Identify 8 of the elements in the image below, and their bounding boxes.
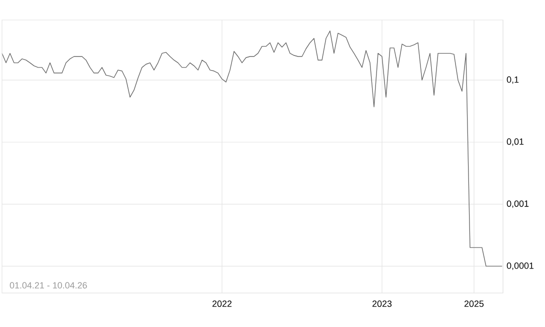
x-tick-label: 2023 bbox=[372, 300, 392, 307]
y-tick-label: 0,0001 bbox=[506, 262, 534, 270]
x-tick-label: 2025 bbox=[464, 300, 484, 307]
y-tick-label: 0,1 bbox=[506, 76, 519, 84]
annotation: 01.04.21 - 10.04.26 bbox=[10, 282, 87, 288]
y-tick-label: 0,001 bbox=[506, 200, 529, 208]
x-tick-label: 2022 bbox=[212, 300, 232, 307]
y-tick-label: 0,01 bbox=[506, 138, 524, 146]
